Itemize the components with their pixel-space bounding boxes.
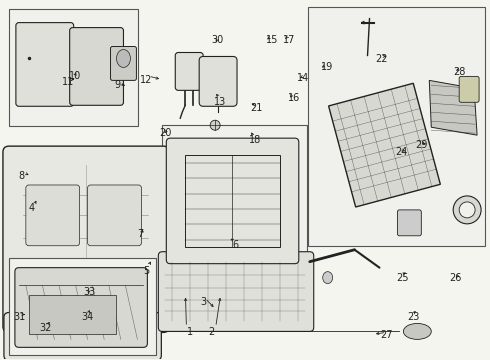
Text: 25: 25 — [396, 273, 409, 283]
Text: 18: 18 — [248, 135, 261, 145]
Bar — [308, 7, 485, 246]
Ellipse shape — [453, 196, 481, 224]
Text: 2: 2 — [209, 327, 215, 337]
Text: 26: 26 — [450, 273, 462, 283]
FancyBboxPatch shape — [199, 57, 237, 106]
Polygon shape — [429, 80, 477, 135]
Text: 13: 13 — [214, 97, 226, 107]
Text: 30: 30 — [212, 35, 224, 45]
Text: 17: 17 — [283, 35, 295, 45]
Text: 34: 34 — [82, 312, 94, 322]
FancyBboxPatch shape — [3, 146, 169, 332]
Text: 4: 4 — [28, 203, 35, 213]
FancyBboxPatch shape — [459, 76, 479, 102]
Text: 16: 16 — [288, 93, 300, 103]
FancyBboxPatch shape — [175, 53, 203, 90]
Text: 8: 8 — [19, 171, 25, 181]
FancyBboxPatch shape — [158, 252, 314, 332]
Text: 33: 33 — [84, 287, 96, 297]
Bar — [29, 294, 117, 334]
Text: 22: 22 — [375, 54, 388, 64]
FancyBboxPatch shape — [397, 210, 421, 236]
Polygon shape — [329, 83, 441, 207]
Bar — [162, 125, 307, 270]
Ellipse shape — [117, 50, 130, 67]
Text: 21: 21 — [250, 103, 263, 113]
FancyBboxPatch shape — [88, 185, 142, 246]
Text: 27: 27 — [380, 330, 393, 340]
Text: 9: 9 — [114, 80, 120, 90]
Bar — [9, 9, 138, 126]
Text: 11: 11 — [62, 77, 74, 87]
Ellipse shape — [210, 120, 220, 130]
Text: 3: 3 — [200, 297, 207, 307]
Bar — [9, 258, 156, 355]
Text: 10: 10 — [69, 71, 81, 81]
Text: 31: 31 — [13, 312, 25, 322]
Text: 12: 12 — [140, 75, 152, 85]
Text: 23: 23 — [407, 312, 419, 322]
Text: 29: 29 — [416, 140, 428, 150]
Ellipse shape — [403, 323, 431, 339]
FancyBboxPatch shape — [166, 138, 299, 264]
Bar — [185, 155, 280, 247]
FancyBboxPatch shape — [111, 46, 136, 80]
FancyBboxPatch shape — [70, 28, 123, 105]
Text: 6: 6 — [232, 239, 238, 249]
Text: 28: 28 — [454, 67, 466, 77]
Text: 32: 32 — [40, 323, 52, 333]
Text: 5: 5 — [143, 266, 149, 276]
FancyBboxPatch shape — [4, 312, 161, 360]
Text: 14: 14 — [297, 73, 310, 83]
Ellipse shape — [459, 202, 475, 218]
FancyBboxPatch shape — [15, 268, 147, 347]
Text: 15: 15 — [266, 35, 278, 45]
Text: 24: 24 — [395, 147, 407, 157]
FancyBboxPatch shape — [26, 185, 80, 246]
Text: 7: 7 — [137, 229, 143, 239]
Ellipse shape — [323, 272, 333, 284]
Text: 20: 20 — [160, 128, 172, 138]
Text: 19: 19 — [321, 62, 333, 72]
FancyBboxPatch shape — [16, 23, 74, 106]
Text: 1: 1 — [187, 327, 194, 337]
